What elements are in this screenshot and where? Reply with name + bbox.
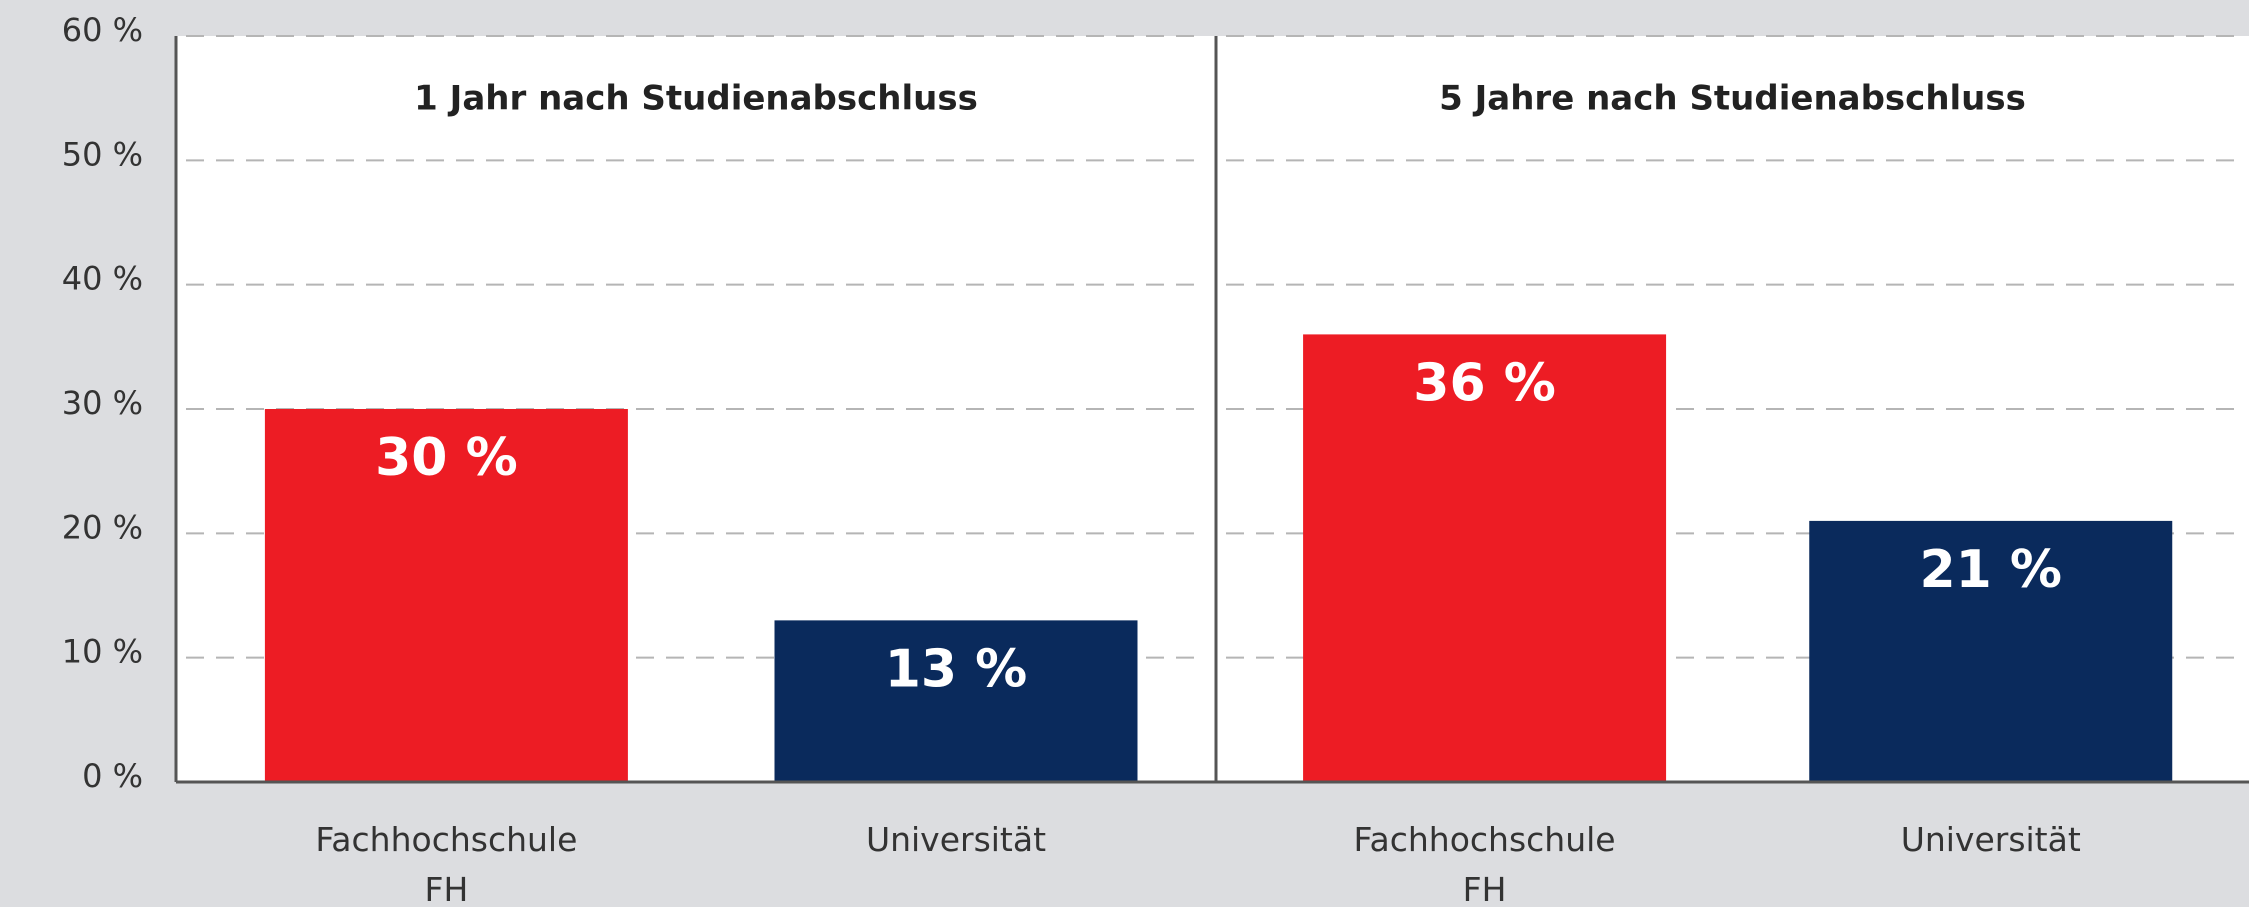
bar xyxy=(264,409,628,782)
value-label: 13 % xyxy=(885,639,1028,699)
panel-title: 5 Jahre nach Studienabschluss xyxy=(1439,79,2026,119)
bar xyxy=(1303,334,1667,782)
x-tick-label: Fachhochschule FH xyxy=(1353,820,1616,907)
panel-title: 1 Jahr nach Studienabschluss xyxy=(414,79,978,119)
value-label: 30 % xyxy=(375,428,518,488)
y-tick-label: 60 % xyxy=(62,11,143,49)
value-label: 21 % xyxy=(1919,540,2062,600)
y-tick-label: 50 % xyxy=(62,135,143,173)
y-tick-label: 20 % xyxy=(62,508,143,546)
y-tick-label: 40 % xyxy=(62,260,143,298)
bar xyxy=(1809,520,2173,782)
x-tick-label: Universität xyxy=(865,820,1047,859)
y-tick-label: 10 % xyxy=(62,633,143,671)
bar xyxy=(774,620,1138,782)
y-tick-label: 0 % xyxy=(82,757,143,795)
y-tick-label: 30 % xyxy=(62,384,143,422)
value-label: 36 % xyxy=(1413,353,1556,413)
x-tick-label: Fachhochschule FH xyxy=(315,820,578,907)
x-tick-label: Universität xyxy=(1900,820,2081,859)
